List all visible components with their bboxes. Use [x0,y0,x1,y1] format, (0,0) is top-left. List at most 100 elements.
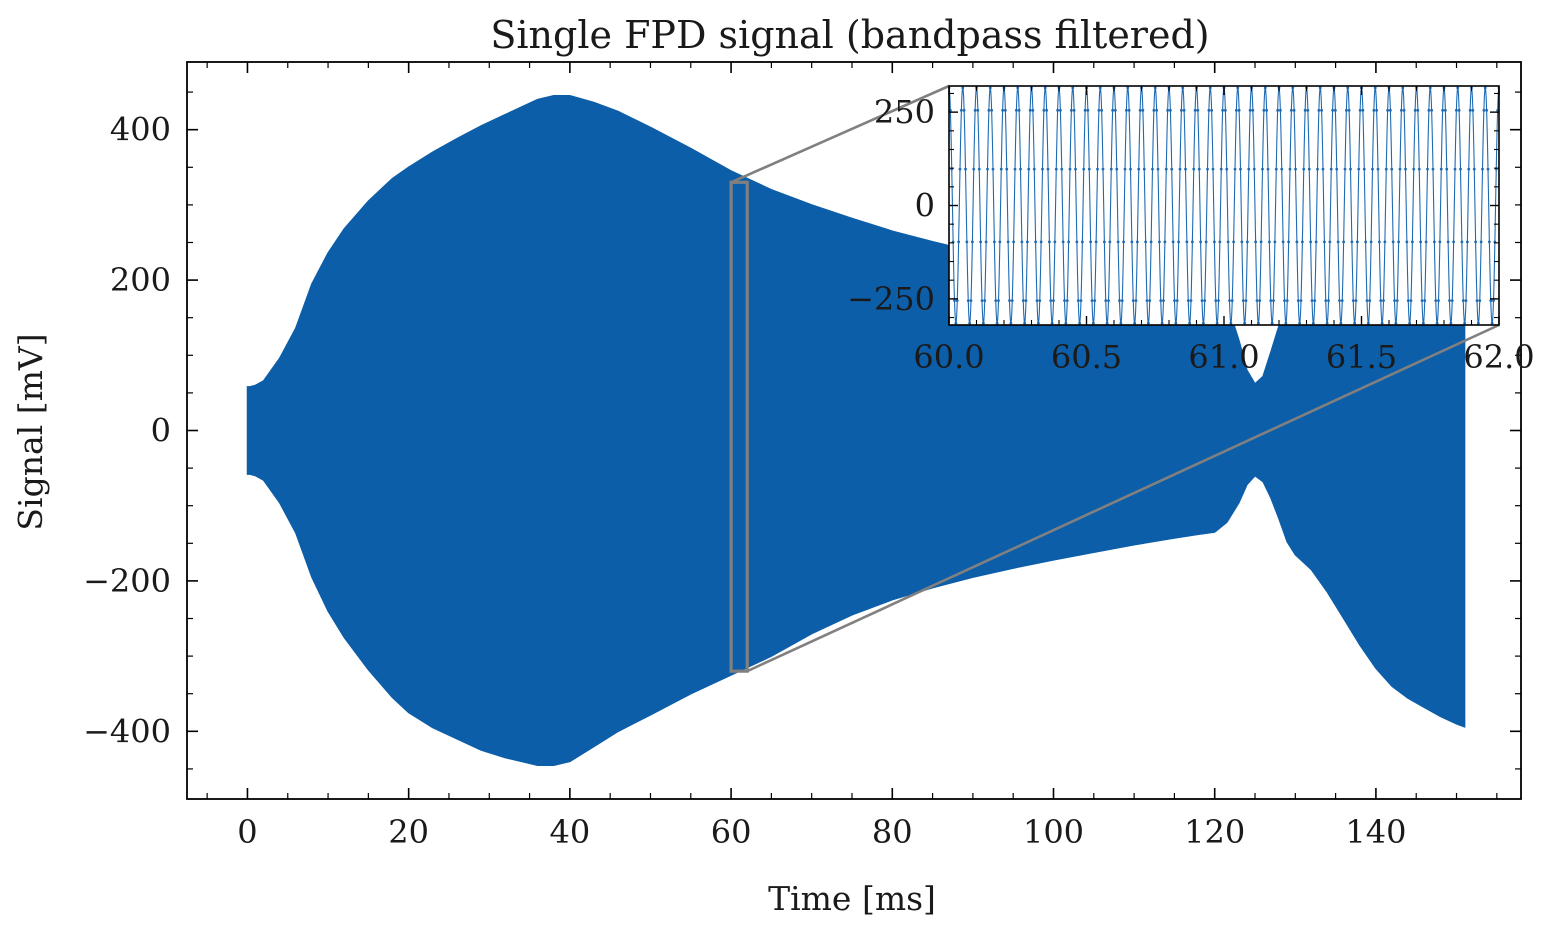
inset-sample-point [1156,167,1160,171]
inset-sample-point [1303,108,1307,112]
inset-sample-point [1082,167,1086,171]
inset-sample-point [1014,108,1018,112]
inset-sample-point [1208,86,1212,90]
inset-sample-point [1016,86,1020,90]
inset-sample-point [1166,108,1170,112]
inset-sample-point [1225,167,1229,171]
inset-sample-point [1344,108,1348,112]
inset-sample-point [1417,167,1421,171]
x-tick-label: 140 [1345,813,1406,851]
inset-sample-point [1388,108,1392,112]
inset-sample-point [1078,321,1082,325]
inset-sample-point [1384,167,1388,171]
inset-y-tick-label: 0 [915,187,935,225]
inset-sample-point [1098,86,1102,90]
inset-sample-point [1090,299,1094,303]
inset-sample-point [1485,108,1489,112]
inset-sample-point [1354,299,1358,303]
inset-sample-point [1298,321,1302,325]
inset-sample-point [1230,299,1234,303]
inset-sample-point [1197,167,1201,171]
inset-sample-point [1252,167,1256,171]
inset-sample-point [1160,321,1164,325]
inset-sample-point [1379,299,1383,303]
inset-sample-point [1096,167,1099,171]
inset-sample-point [1372,108,1376,112]
inset-sample-point [1153,86,1157,90]
inset-sample-point [1329,167,1333,171]
inset-sample-point [1346,86,1350,90]
inset-x-tick-label: 61.0 [1188,338,1259,376]
inset-sample-point [1199,240,1203,244]
inset-sample-point [1219,167,1223,171]
inset-sample-point [1008,299,1011,303]
inset-sample-point [1127,108,1131,112]
inset-sample-point [1278,108,1282,112]
inset-sample-point [1020,240,1024,244]
connector-line-bottom [746,323,1500,673]
inset-sample-point [964,167,967,171]
inset-sample-point [1281,240,1285,244]
inset-sample-point [955,299,959,303]
inset-sample-point [1267,240,1271,244]
inset-sample-point [1145,299,1149,303]
inset-sample-point [1113,108,1117,112]
inset-sample-point [1460,240,1464,244]
inset-sample-point [1435,321,1439,325]
inset-sample-point [1382,299,1385,303]
inset-sample-point [1094,240,1098,244]
inset-sample-point [1076,299,1080,303]
inset-x-tick-label: 61.5 [1326,338,1397,376]
inset-plot-area: 60.0 60.5 61.0 61.5 62.0 −250 0 250 [847,85,1535,376]
inset-sample-point [988,86,992,90]
inset-sample-point [1201,321,1205,325]
inset-sample-point [1093,299,1097,303]
inset-sample-point [1324,299,1328,303]
inset-sample-point [987,108,991,112]
y-tick-label: 0 [151,412,171,450]
inset-sample-point [1152,108,1156,112]
inset-sample-point [1149,240,1153,244]
inset-sample-point [1427,108,1431,112]
inset-sample-point [983,299,987,303]
inset-sample-point [1054,167,1058,171]
inset-sample-point [1193,108,1197,112]
x-axis-label: Time [ms] [768,879,936,918]
inset-sample-point [1244,299,1248,303]
inset-sample-point [1034,240,1038,244]
inset-sample-point [1479,240,1483,244]
inset-sample-point [1009,321,1013,325]
inset-sample-point [1270,321,1274,325]
inset-sample-point [1285,299,1289,303]
inset-sample-point [1454,108,1458,112]
inset-sample-point [1483,86,1487,90]
inset-sample-point [1123,167,1127,171]
inset-sample-point [1189,299,1193,303]
inset-sample-point [1472,167,1476,171]
inset-sample-point [1174,321,1178,325]
inset-sample-point [961,86,965,90]
inset-sample-point [1228,299,1231,303]
inset-sample-point [1027,167,1031,171]
inset-sample-point [1490,321,1494,325]
inset-sample-point [1289,108,1293,112]
inset-sample-point [1157,240,1161,244]
inset-sample-point [1074,167,1077,171]
inset-sample-point [1452,240,1456,244]
inset-sample-point [1056,108,1060,112]
inset-sample-point [1204,240,1208,244]
inset-sample-point [1042,108,1046,112]
inset-sample-point [1118,299,1121,303]
inset-sample-point [1067,240,1071,244]
inset-sample-point [1474,240,1478,244]
inset-sample-point [1280,167,1284,171]
inset-sample-point [1419,240,1423,244]
y-tick-label: 400 [110,111,171,149]
inset-sample-point [1306,108,1310,112]
inset-sample-point [1471,108,1475,112]
inset-sample-point [1358,108,1362,112]
inset-sample-point [958,167,962,171]
inset-sample-point [1116,240,1120,244]
inset-sample-point [962,108,966,112]
